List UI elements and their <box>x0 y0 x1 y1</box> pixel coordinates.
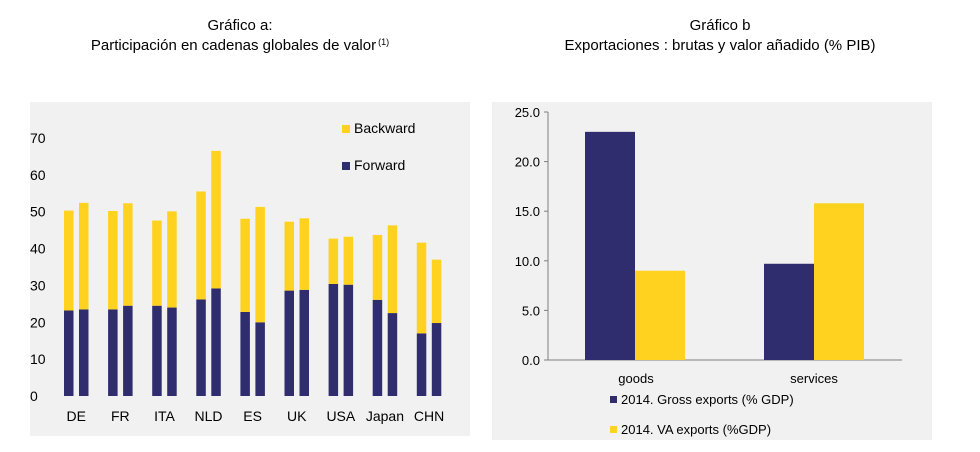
chart-b-title-line2: Exportaciones : brutas y valor añadido (… <box>564 37 876 54</box>
bar-backward-chn-1 <box>416 242 427 334</box>
bar-forward-uk-2 <box>299 289 309 396</box>
bar-backward-es-1 <box>240 218 250 312</box>
bar-backward-uk-2 <box>299 218 309 290</box>
y-tick-label: 0.0 <box>522 353 540 368</box>
y-tick-label: 50 <box>30 204 46 220</box>
chart-b-plot: 0.0 5.0 10.0 15.0 20.0 25.0 goods services 2014.… <box>515 105 902 437</box>
bar-backward-ita-2 <box>167 211 177 308</box>
x-tick-label: UK <box>287 408 307 424</box>
legend-label-va-exports: 2014. VA exports (%GDP) <box>621 422 771 437</box>
chart-a-title-line2: Participación en cadenas globales de val… <box>20 36 460 56</box>
bar-forward-es-2 <box>255 322 265 396</box>
bar-forward-de-2 <box>79 309 89 396</box>
y-tick-label: 5.0 <box>522 303 540 318</box>
bar-forward-chn-1 <box>416 333 427 396</box>
bar-forward-japan-1 <box>372 299 383 396</box>
chart-a-title-line1: Gráfico a: <box>207 17 273 34</box>
x-tick-label: goods <box>618 371 654 386</box>
bar-backward-de-2 <box>79 202 89 310</box>
x-tick-label: NLD <box>195 408 223 424</box>
bar-backward-nld-2 <box>211 150 221 289</box>
legend-label-forward: Forward <box>354 157 405 173</box>
bar-services-gross-exports <box>764 263 814 360</box>
bar-backward-usa-2 <box>343 236 354 285</box>
y-tick-label: 15.0 <box>515 204 540 219</box>
bar-forward-usa-1 <box>328 283 339 396</box>
y-tick-label: 0 <box>30 388 38 404</box>
bar-forward-japan-2 <box>387 313 398 396</box>
legend-swatch-forward <box>342 162 350 170</box>
y-tick-label: 60 <box>30 167 46 183</box>
chart-b-title: Gráfico b Exportaciones : brutas y valor… <box>490 16 950 56</box>
chart-a-plot: 0 10 20 30 40 50 60 70 DE FR ITA NLD ES UK USA Japan CHN… <box>30 120 444 424</box>
bar-forward-usa-2 <box>343 284 354 396</box>
legend-label-backward: Backward <box>354 120 415 136</box>
bar-backward-chn-2 <box>431 259 442 324</box>
y-tick-label: 20.0 <box>515 155 540 170</box>
bar-forward-fr-2 <box>123 305 133 396</box>
bar-forward-ita-2 <box>167 307 177 396</box>
bar-backward-de-1 <box>64 210 74 311</box>
y-tick-label: 30 <box>30 277 46 293</box>
y-tick-label: 25.0 <box>515 105 540 120</box>
bar-forward-fr-1 <box>108 309 118 396</box>
x-tick-label: ITA <box>154 408 175 424</box>
legend-swatch-backward <box>342 125 350 133</box>
bar-forward-es-1 <box>240 311 250 396</box>
y-tick-label: 20 <box>30 314 46 330</box>
x-tick-label: DE <box>67 408 86 424</box>
x-tick-label: Japan <box>366 408 404 424</box>
chart-b-panel: 0.0 5.0 10.0 15.0 20.0 25.0 goods services 2014.… <box>492 102 932 440</box>
x-tick-label: ES <box>243 408 262 424</box>
y-tick-label: 70 <box>30 130 46 146</box>
bar-backward-fr-1 <box>108 210 118 310</box>
bar-services-va-exports <box>814 203 864 360</box>
bar-forward-chn-2 <box>431 323 442 396</box>
bar-forward-nld-2 <box>211 288 221 396</box>
y-tick-label: 40 <box>30 241 46 257</box>
bar-backward-japan-1 <box>372 234 383 300</box>
bar-forward-uk-1 <box>284 290 294 396</box>
y-tick-label: 10 <box>30 351 46 367</box>
y-tick-label: 10.0 <box>515 254 540 269</box>
chart-a-title-footnote: (1) <box>378 37 390 47</box>
bar-backward-fr-2 <box>123 203 133 306</box>
x-tick-label: FR <box>111 408 130 424</box>
bar-backward-es-2 <box>255 206 265 323</box>
bar-backward-uk-1 <box>284 221 294 291</box>
chart-a-title-text: Participación en cadenas globales de val… <box>90 37 377 54</box>
bar-forward-nld-1 <box>196 299 206 396</box>
legend-swatch-gross-exports <box>610 396 617 403</box>
chart-a-title: Gráfico a: Participación en cadenas glob… <box>20 16 460 56</box>
legend-swatch-va-exports <box>610 426 617 433</box>
bar-goods-va-exports <box>635 270 685 360</box>
x-tick-label: USA <box>326 408 355 424</box>
bar-forward-ita-1 <box>152 305 162 396</box>
x-tick-label: services <box>790 371 838 386</box>
x-tick-label: CHN <box>414 408 444 424</box>
chart-b-title-line1: Gráfico b <box>689 17 751 34</box>
legend-label-gross-exports: 2014. Gross exports (% GDP) <box>621 392 794 407</box>
bar-goods-gross-exports <box>585 131 635 360</box>
chart-a-panel: 0 10 20 30 40 50 60 70 DE FR ITA NLD ES UK USA Japan CHN… <box>30 102 470 436</box>
bar-forward-de-1 <box>64 310 74 396</box>
bar-backward-ita-1 <box>152 220 162 306</box>
bar-backward-japan-2 <box>387 225 398 314</box>
bar-backward-nld-1 <box>196 191 206 300</box>
bar-backward-usa-1 <box>328 238 339 284</box>
